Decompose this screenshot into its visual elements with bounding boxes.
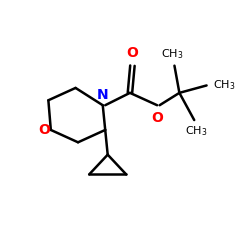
Text: O: O <box>126 46 138 60</box>
Text: O: O <box>152 111 164 125</box>
Text: CH$_3$: CH$_3$ <box>213 78 235 92</box>
Text: N: N <box>97 88 108 102</box>
Text: O: O <box>39 123 50 137</box>
Text: CH$_3$: CH$_3$ <box>186 124 208 138</box>
Text: CH$_3$: CH$_3$ <box>161 48 183 61</box>
